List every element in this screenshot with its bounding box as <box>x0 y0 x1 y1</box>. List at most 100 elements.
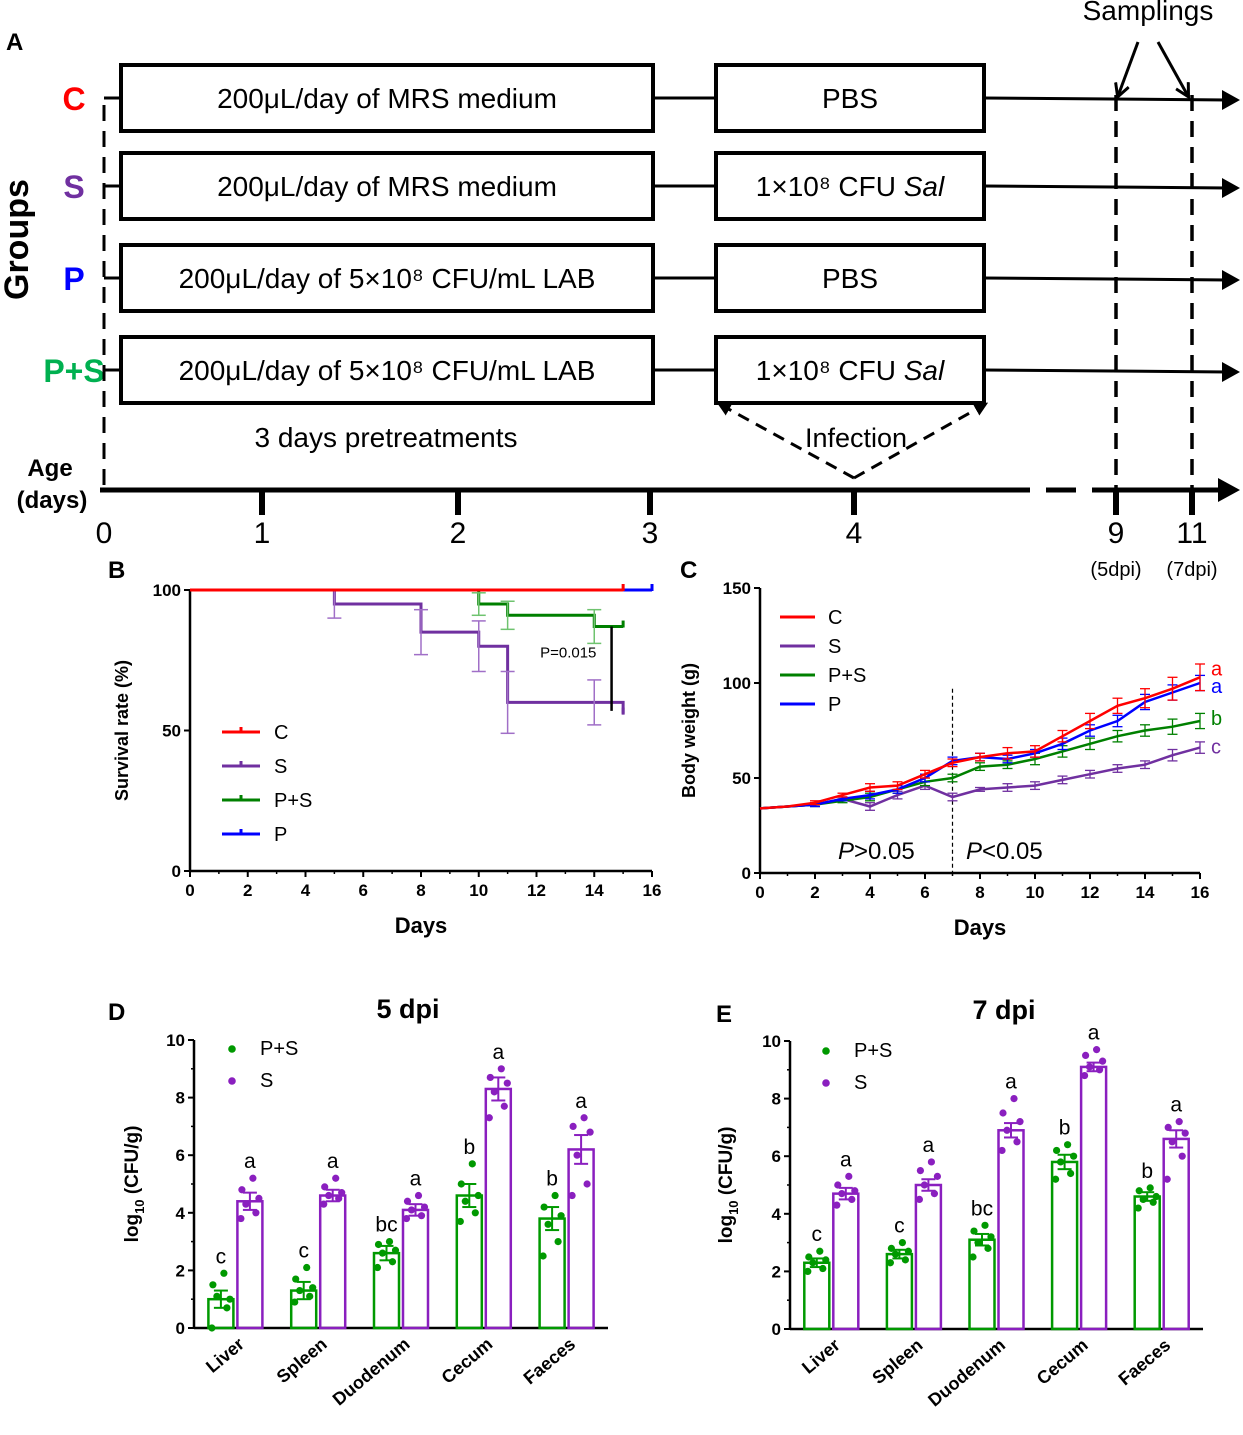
panel-b-survival: B 0 2 4 6 8 10 12 14 16 0 50 100 Days Survival rate (%… <box>108 557 661 938</box>
x-tick-label: 14 <box>585 881 604 900</box>
data-point <box>1135 1187 1143 1195</box>
data-point <box>891 1250 900 1258</box>
data-point <box>822 1256 830 1264</box>
significance-letter: a <box>1211 659 1223 681</box>
significance-letter: a <box>1088 1022 1100 1045</box>
significance-letter: bc <box>375 1214 397 1237</box>
significance-letter: a <box>923 1134 935 1157</box>
significance-letter: b <box>463 1136 475 1159</box>
significance-letter: a <box>840 1148 852 1171</box>
legend-label: C <box>274 722 288 744</box>
bar-pps-duodenum <box>968 1238 996 1331</box>
panel-label: B <box>108 557 125 584</box>
x-tick-label: 0 <box>185 881 194 900</box>
category-label: Liver <box>798 1335 844 1378</box>
bar-pps-cecum <box>1050 1160 1079 1331</box>
data-point <box>1149 1198 1157 1206</box>
data-point <box>1086 1063 1094 1071</box>
sampling-arrow-right <box>1156 41 1188 96</box>
pretreatment-label: 3 days pretreatments <box>254 422 517 453</box>
x-tick-label: 6 <box>920 883 929 902</box>
legend-dot <box>822 1079 830 1087</box>
bar-s-spleen <box>318 1194 347 1330</box>
age-tick-label: 1 <box>254 517 271 550</box>
group-name: C <box>62 81 85 117</box>
row-arrowhead <box>1222 178 1240 198</box>
data-point <box>1178 1152 1186 1160</box>
data-point <box>540 1203 548 1211</box>
legend-label: S <box>274 756 287 778</box>
data-point <box>1070 1152 1078 1160</box>
data-point <box>1163 1175 1171 1183</box>
significance-letter: a <box>244 1150 256 1173</box>
y-tick-label: 0 <box>176 1319 185 1338</box>
legend-label: P <box>274 824 287 846</box>
challenge-text: 1×10⁸ CFU Sal <box>756 171 945 202</box>
pretreatment-text: 200μL/day of 5×10⁸ CFU/mL LAB <box>179 263 596 294</box>
data-point <box>851 1187 859 1195</box>
data-point <box>1064 1141 1072 1149</box>
legend-item-s: S <box>780 636 841 658</box>
data-point <box>580 1114 588 1122</box>
dpi-label: (5dpi) <box>1090 559 1141 581</box>
challenge-text: PBS <box>822 83 878 114</box>
age-tick-label: 11 <box>1176 517 1207 550</box>
age-tick-label: 9 <box>1108 517 1125 550</box>
data-point <box>838 1190 846 1198</box>
significance-letter: b <box>1059 1117 1071 1140</box>
y-tick-label: 0 <box>742 864 751 883</box>
panel-c-body-weight: C 0 2 4 6 8 10 12 14 16 0 50 100 150 Days Body weight (… <box>679 557 1223 940</box>
sampling-arrow-left <box>1118 41 1140 96</box>
data-point <box>209 1281 217 1289</box>
legend-label: S <box>260 1070 273 1092</box>
y-tick-label: 6 <box>176 1146 185 1165</box>
data-point <box>987 1233 995 1241</box>
y-tick-label: 4 <box>176 1204 186 1223</box>
row-arrowhead <box>1222 362 1240 382</box>
x-axis-title: Days <box>395 913 448 938</box>
data-point <box>927 1158 936 1166</box>
pretreatment-text: 200μL/day of MRS medium <box>217 83 557 114</box>
data-point <box>500 1102 508 1110</box>
samplings-label: Samplings <box>1083 0 1214 26</box>
data-point <box>586 1128 594 1136</box>
bar-pps-faeces <box>1133 1195 1161 1331</box>
data-point <box>848 1195 856 1203</box>
data-point <box>238 1186 246 1194</box>
challenge-text: 1×10⁸ CFU Sal <box>756 355 945 386</box>
data-point <box>296 1286 304 1295</box>
significance-letter: c <box>298 1240 309 1263</box>
legend-item-s: S <box>222 756 287 778</box>
data-point <box>497 1065 505 1073</box>
x-tick-label: 10 <box>469 881 488 900</box>
y-tick-label: 8 <box>176 1089 185 1108</box>
data-point <box>981 1221 989 1229</box>
row-arrowhead <box>1222 270 1240 290</box>
data-point <box>309 1284 317 1292</box>
survival-line-pps <box>190 588 624 629</box>
data-point <box>1016 1118 1024 1126</box>
data-point <box>457 1180 465 1188</box>
significance-letter: c <box>894 1215 905 1238</box>
significance-letter: b <box>1141 1160 1153 1183</box>
panel-a-label: A <box>6 29 23 56</box>
x-tick-label: 8 <box>975 883 984 902</box>
legend-item-c: C <box>222 722 288 744</box>
group-row-c: C 200μL/day of MRS medium PBS <box>62 63 1240 133</box>
data-point <box>223 1304 231 1312</box>
category-label: Cecum <box>1033 1335 1092 1389</box>
significance-letter: c <box>1211 737 1221 759</box>
data-point <box>898 1239 907 1247</box>
row-arrow-line <box>983 96 1229 102</box>
significance-letter: a <box>1170 1094 1182 1117</box>
group-row-pps: P+S 200μL/day of 5×10⁸ CFU/mL LAB 1×10⁸ CF… <box>43 335 1240 405</box>
category-label: Spleen <box>868 1335 926 1388</box>
dpi-label: (7dpi) <box>1166 559 1217 581</box>
data-point <box>933 1172 942 1180</box>
bar-s-faeces <box>567 1148 595 1330</box>
data-point <box>816 1247 824 1255</box>
row-arrow-line <box>983 276 1229 282</box>
y-tick-label: 2 <box>176 1261 185 1280</box>
p-annotation-right: P<0.05 <box>966 838 1043 865</box>
data-point <box>1139 1195 1147 1203</box>
